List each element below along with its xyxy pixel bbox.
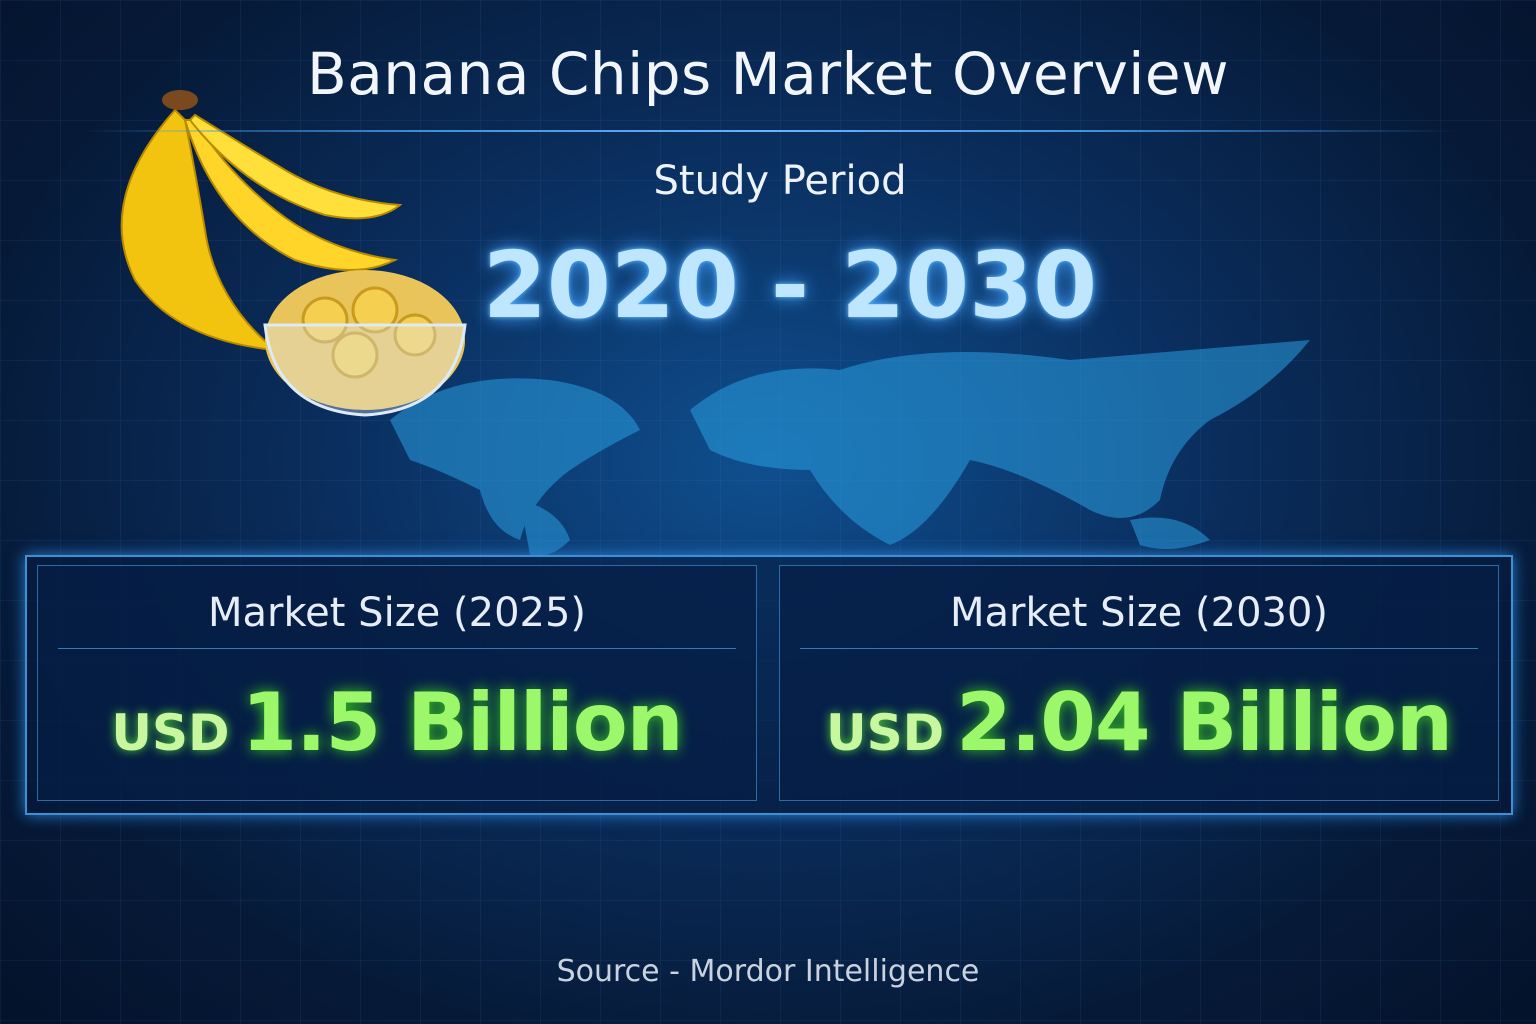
card-value: USD 2.04 Billion — [780, 676, 1498, 769]
card-divider — [800, 648, 1478, 649]
market-size-2025-card: Market Size (2025) USD 1.5 Billion — [37, 565, 757, 801]
page-title: Banana Chips Market Overview — [306, 40, 1230, 108]
card-divider — [58, 648, 736, 649]
card-label: Market Size (2030) — [949, 590, 1329, 636]
card-label: Market Size (2025) — [207, 590, 587, 636]
currency-label: USD — [111, 704, 230, 762]
banana-stem-icon — [162, 90, 198, 110]
market-size-2030-card: Market Size (2030) USD 2.04 Billion — [779, 565, 1499, 801]
market-value: 1.5 Billion — [241, 676, 683, 769]
card-value: USD 1.5 Billion — [38, 676, 756, 769]
study-period-label: Study Period — [653, 158, 907, 204]
study-period-value: 2020 - 2030 — [482, 232, 1098, 339]
banana-bunch-illustration — [120, 90, 467, 417]
world-map-illustration — [390, 340, 1310, 556]
banana-chips-bowl-illustration — [263, 270, 467, 417]
currency-label: USD — [826, 704, 945, 762]
title-divider — [80, 130, 1456, 132]
source-caption: Source - Mordor Intelligence — [556, 954, 980, 989]
market-value: 2.04 Billion — [956, 676, 1453, 769]
